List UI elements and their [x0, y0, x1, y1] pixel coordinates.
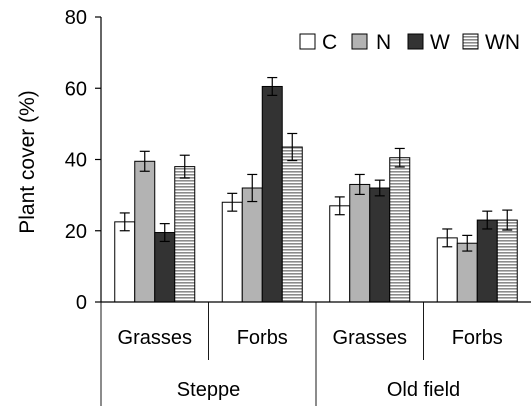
bar-w-3: [476, 219, 498, 303]
y-tick-label: 40: [65, 150, 87, 172]
bar-w-1: [261, 85, 283, 303]
bar-wn-3: [496, 219, 518, 303]
legend-swatch-wn: [462, 33, 479, 50]
bar-series-group: [114, 76, 518, 303]
bar-c-1: [221, 201, 243, 303]
bar-n-3: [456, 242, 478, 303]
legend-label-c: C: [322, 31, 337, 54]
x-tick-label: Forbs: [237, 327, 288, 349]
legend-swatch-n: [351, 33, 368, 50]
x-tick-label: Forbs: [452, 327, 503, 349]
bar-wn-2: [389, 157, 411, 303]
bar-n-1: [241, 187, 263, 303]
y-axis: 0 20 40 60 80: [65, 7, 102, 314]
y-tick-label: 0: [76, 292, 87, 314]
x-tick-label: Grasses: [118, 327, 192, 349]
legend-label-w: W: [430, 31, 450, 54]
legend-swatch-w: [407, 33, 424, 50]
bar-w-0: [154, 232, 176, 303]
legend: C N W WN: [299, 31, 520, 54]
x-group-label: Steppe: [177, 379, 240, 401]
bar-c-2: [329, 205, 351, 303]
bar-wn-0: [174, 166, 196, 303]
y-axis-title: Plant cover (%): [16, 90, 39, 234]
legend-label-n: N: [376, 31, 391, 54]
x-tick-label: Grasses: [333, 327, 407, 349]
bar-c-3: [436, 237, 458, 303]
legend-label-wn: WN: [485, 31, 520, 54]
y-tick-label: 60: [65, 78, 87, 100]
y-tick-label: 20: [65, 221, 87, 243]
x-axis: Grasses Forbs Grasses Forbs Steppe Old field: [100, 301, 531, 406]
bar-n-0: [134, 160, 156, 303]
bar-w-2: [369, 187, 391, 303]
y-tick-label: 80: [65, 7, 87, 29]
x-group-label: Old field: [387, 379, 460, 401]
bar-n-2: [349, 183, 371, 303]
bar-wn-1: [281, 146, 303, 303]
bar-c-0: [114, 221, 136, 303]
legend-swatch-c: [299, 33, 316, 50]
